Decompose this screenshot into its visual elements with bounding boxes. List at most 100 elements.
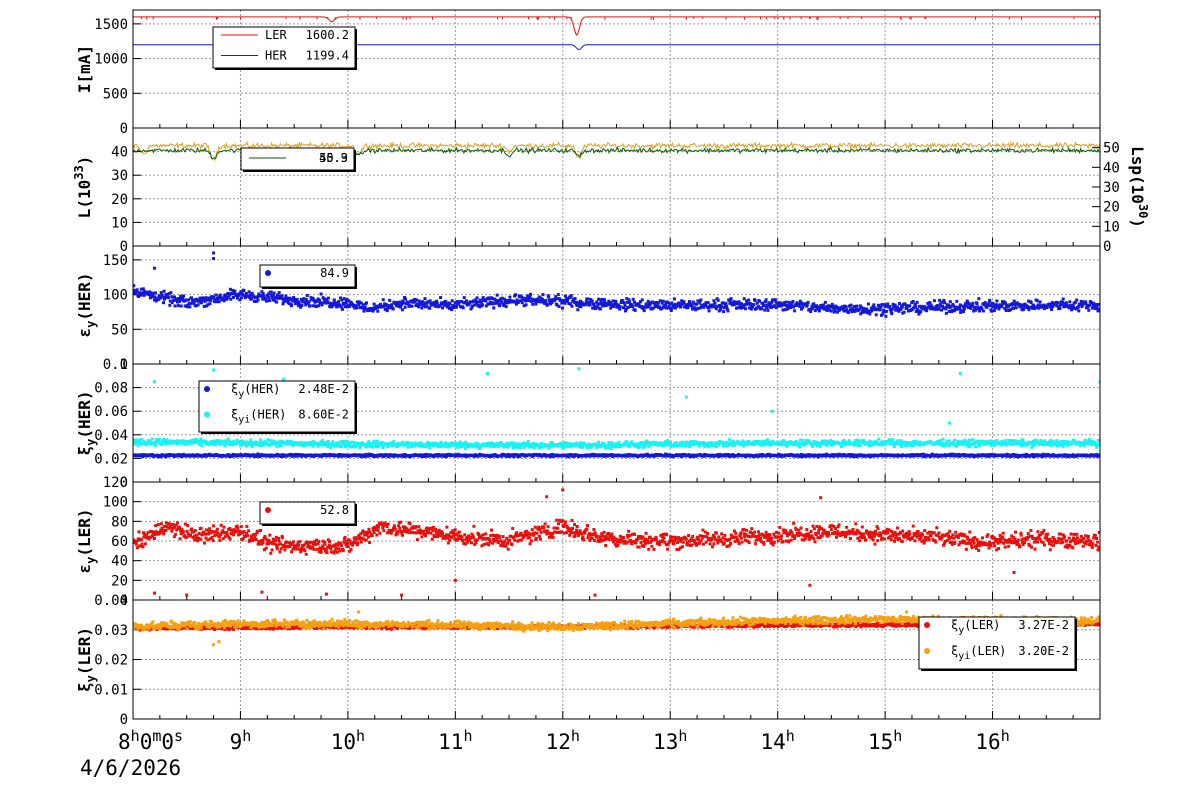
data-point — [919, 310, 922, 313]
y2-tick-label: 10 — [1103, 219, 1120, 235]
data-point — [492, 306, 495, 309]
data-point — [144, 542, 147, 545]
data-point — [752, 303, 755, 306]
data-point — [690, 304, 693, 307]
data-point — [304, 303, 307, 306]
data-point — [730, 297, 733, 300]
data-point — [355, 306, 358, 309]
data-point — [1022, 439, 1025, 442]
data-point — [714, 302, 717, 305]
data-point — [382, 298, 385, 301]
data-point — [162, 532, 165, 535]
data-point — [180, 305, 183, 308]
y-tick-label: 1500 — [94, 17, 128, 33]
data-point — [392, 307, 395, 310]
data-point — [1050, 444, 1053, 447]
y-tick-label: 100 — [103, 495, 128, 511]
data-point — [1061, 301, 1064, 304]
data-point — [953, 439, 956, 442]
data-point — [371, 446, 374, 449]
y-tick-label: 0 — [120, 121, 128, 137]
data-point — [990, 310, 993, 313]
data-point — [959, 304, 962, 307]
data-point — [309, 304, 312, 307]
data-point — [576, 308, 579, 311]
data-point — [286, 297, 289, 300]
legend-value: 84.9 — [320, 266, 349, 280]
y2-tick-label: 0 — [1103, 239, 1111, 255]
data-point — [974, 445, 977, 448]
data-point — [162, 438, 165, 441]
data-point — [154, 291, 157, 294]
data-point — [879, 308, 882, 311]
data-point — [248, 290, 251, 293]
data-point — [948, 439, 951, 442]
data-point-outlier — [486, 372, 489, 375]
y-axis-label: ξy(HER) — [75, 390, 98, 455]
data-point — [901, 306, 904, 309]
data-point — [884, 315, 887, 318]
data-point — [754, 299, 757, 302]
data-point — [641, 298, 644, 301]
data-point — [936, 304, 939, 307]
data-point — [169, 291, 172, 294]
data-point — [623, 301, 626, 304]
data-point — [600, 298, 603, 301]
data-point — [618, 441, 621, 444]
data-point — [388, 299, 391, 302]
data-point — [341, 308, 344, 311]
data-point — [140, 539, 143, 542]
data-point — [916, 301, 919, 304]
data-point — [557, 293, 560, 296]
data-point — [1097, 439, 1100, 442]
data-point — [531, 303, 534, 306]
data-point — [749, 303, 752, 306]
data-point — [270, 291, 273, 294]
y-tick-label: 100 — [103, 288, 128, 304]
data-point — [327, 297, 330, 300]
data-point — [843, 310, 846, 313]
data-point — [333, 298, 336, 301]
data-point — [785, 301, 788, 304]
data-point — [881, 303, 884, 306]
data-point — [888, 305, 891, 308]
data-point — [201, 444, 204, 447]
data-point — [463, 296, 466, 299]
data-point — [589, 303, 592, 306]
data-point — [962, 310, 965, 313]
data-point — [549, 445, 552, 448]
data-point — [441, 306, 444, 309]
data-point — [392, 440, 395, 443]
data-point — [151, 438, 154, 441]
data-point — [719, 308, 722, 311]
data-point — [218, 300, 221, 303]
data-point — [177, 304, 180, 307]
data-point — [595, 301, 598, 304]
data-point — [411, 305, 414, 308]
data-point — [747, 299, 750, 302]
y-tick-label: 0.08 — [94, 381, 128, 397]
data-point — [805, 442, 808, 445]
data-point — [257, 298, 260, 301]
data-point — [908, 304, 911, 307]
data-point — [1084, 300, 1087, 303]
data-point — [976, 302, 979, 305]
data-point — [265, 300, 268, 303]
data-point — [791, 300, 794, 303]
y-tick-label: 20 — [111, 573, 128, 589]
data-point — [462, 306, 465, 309]
data-point — [765, 298, 768, 301]
data-point — [1015, 306, 1018, 309]
data-point — [1065, 301, 1068, 304]
data-point — [855, 305, 858, 308]
data-point — [521, 301, 524, 304]
y2-tick-label: 40 — [1103, 160, 1120, 176]
legend-swatch-marker — [204, 386, 210, 392]
data-point — [449, 302, 452, 305]
data-point — [305, 298, 308, 301]
data-point — [242, 289, 245, 292]
data-point-outlier — [959, 372, 962, 375]
data-point — [829, 439, 832, 442]
data-point — [1061, 440, 1064, 443]
